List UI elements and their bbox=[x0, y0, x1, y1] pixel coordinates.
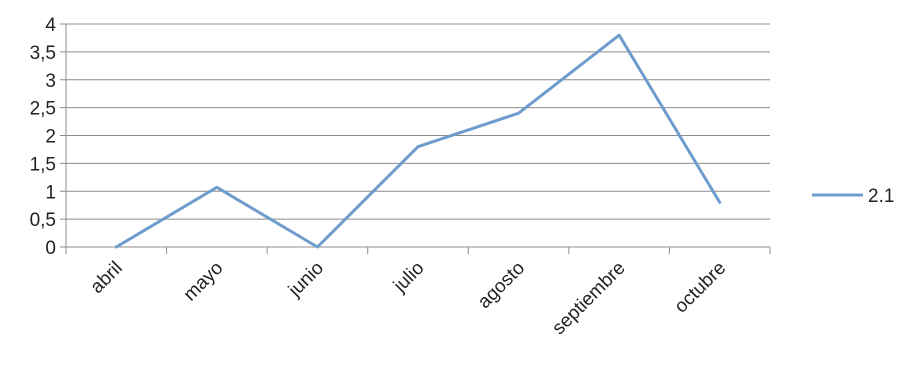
y-tick-label: 3 bbox=[45, 71, 56, 92]
x-tick-label: agosto bbox=[474, 258, 529, 313]
y-axis-tick-labels: 0 0,5 1 1,5 2 2,5 3 3,5 4 bbox=[30, 15, 57, 259]
legend-label-2-1: 2.1 bbox=[868, 186, 894, 207]
y-tick-label: 2,5 bbox=[30, 99, 56, 120]
x-tick-label: julio bbox=[389, 258, 428, 297]
y-tick-label: 4 bbox=[45, 15, 56, 36]
y-tick-label: 0 bbox=[45, 238, 56, 259]
y-tick-label: 1,5 bbox=[30, 154, 56, 175]
series-lines bbox=[114, 33, 722, 249]
x-axis-tick-labels: abril mayo junio julio agosto septiembre octub… bbox=[87, 258, 731, 339]
legend: 2.1 bbox=[812, 186, 894, 207]
y-tick-label: 0,5 bbox=[30, 210, 56, 231]
x-tick-label: octubre bbox=[671, 258, 731, 318]
axes bbox=[60, 23, 771, 254]
gridlines bbox=[66, 23, 770, 220]
y-tick-label: 3,5 bbox=[30, 43, 56, 64]
x-tick-label: abril bbox=[87, 258, 127, 298]
y-tick-label: 1 bbox=[45, 182, 56, 203]
x-tick-label: junio bbox=[284, 258, 328, 302]
x-tick-label: mayo bbox=[180, 258, 228, 306]
series-line bbox=[114, 33, 722, 249]
x-tick-label: septiembre bbox=[548, 258, 629, 339]
y-tick-label: 2 bbox=[45, 127, 56, 148]
